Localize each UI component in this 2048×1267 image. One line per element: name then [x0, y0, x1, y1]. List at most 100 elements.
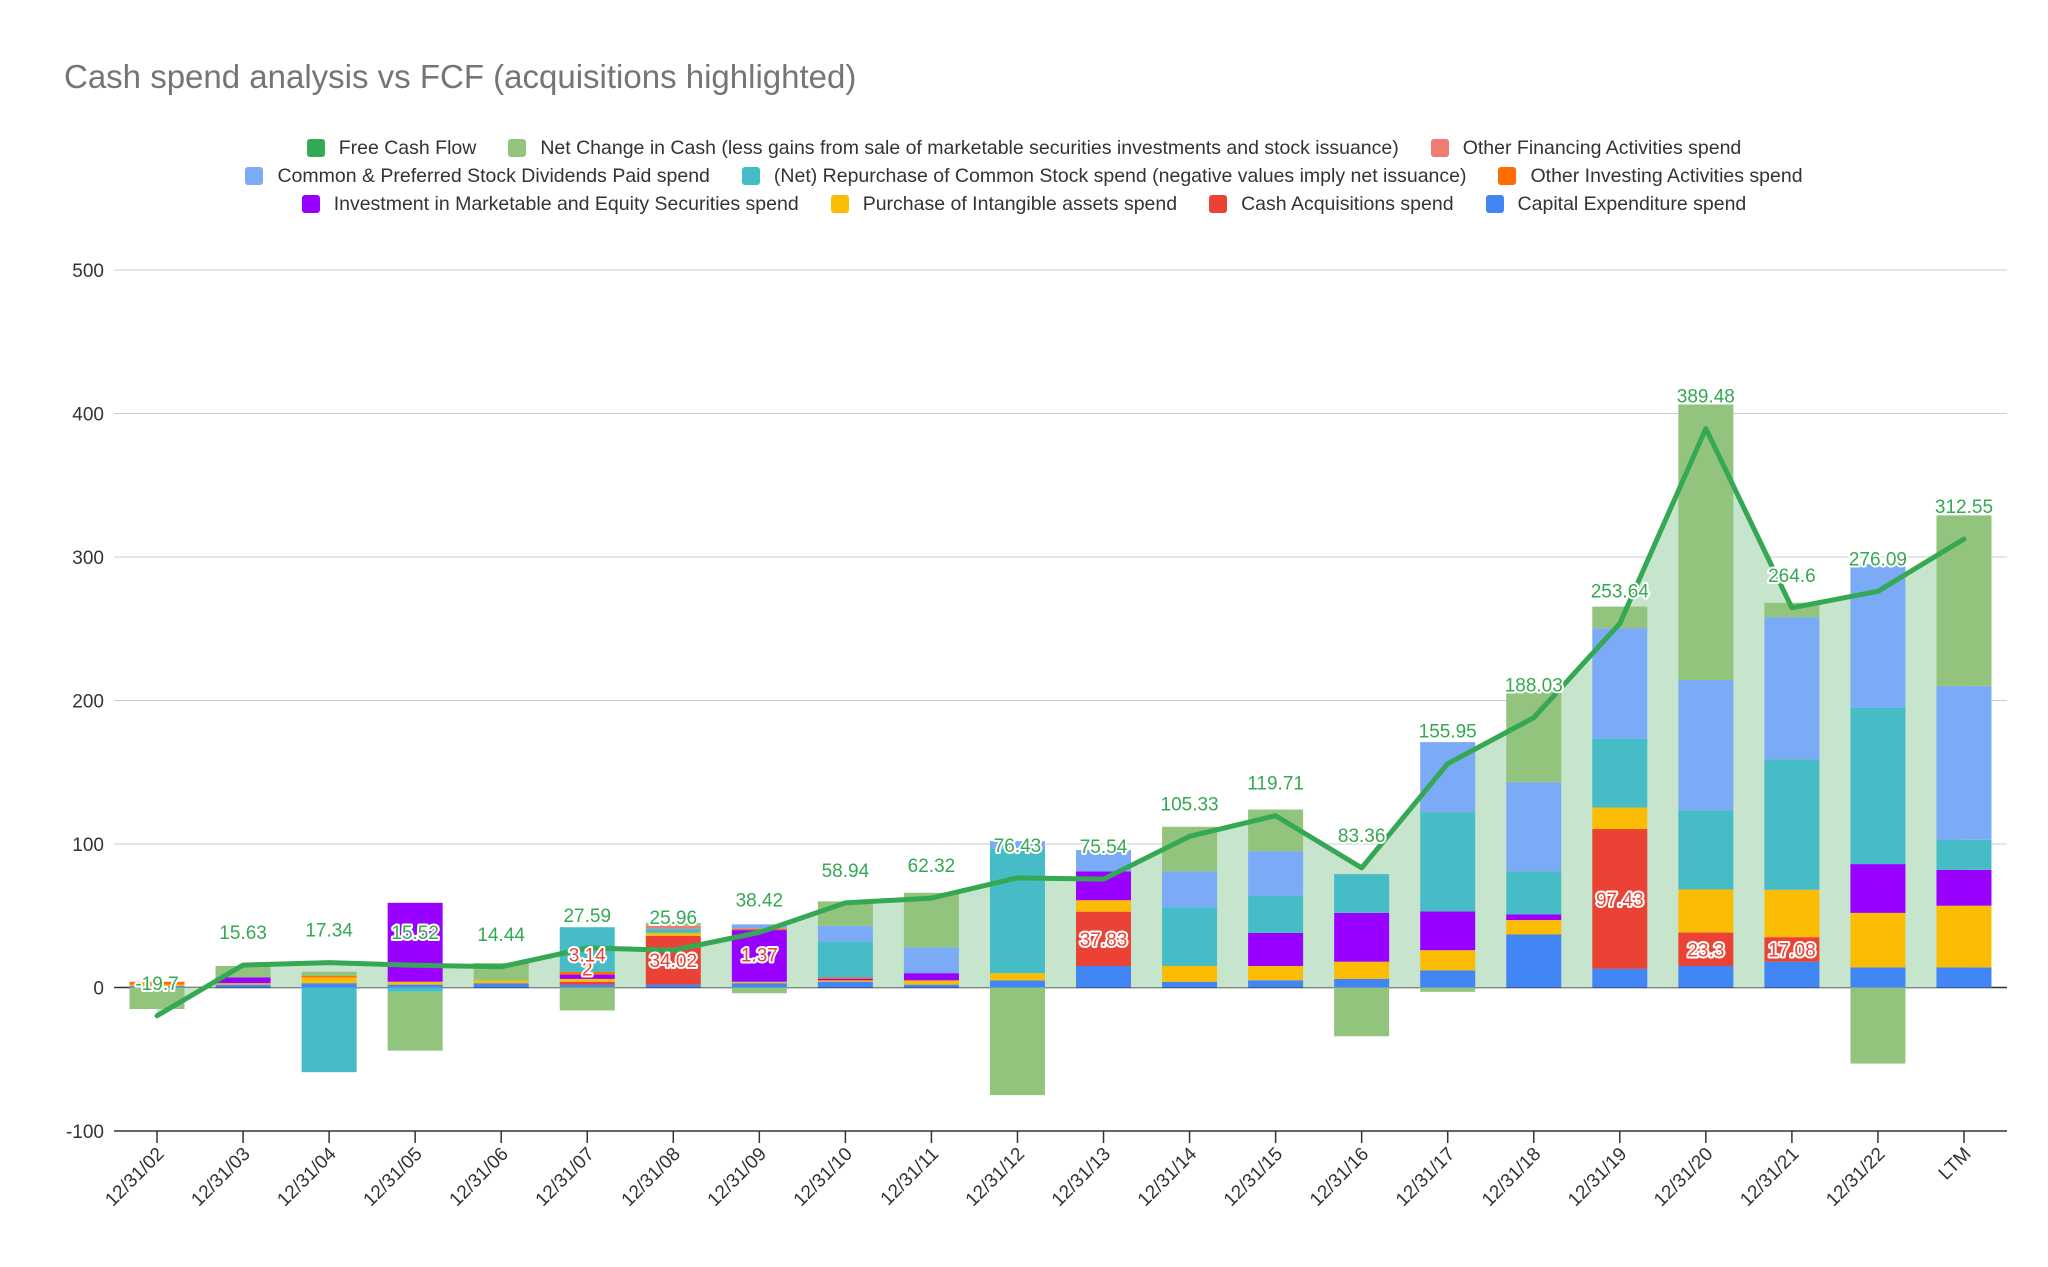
legend-row: Common & Preferred Stock Dividends Paid … — [0, 162, 2048, 190]
bar-common-preferred-stock-dividends-paid-spend — [1076, 849, 1132, 872]
bar-net-change-in-cash-less-gains-from-sale-of-marketable-securities-investments-and-stock-issuance — [1420, 987, 1476, 992]
bar-net-change-in-cash-less-gains-from-sale-of-marketable-securities-investments-and-stock-issuance — [1506, 690, 1562, 783]
fcf-data-label: 155.95 — [1419, 722, 1477, 743]
x-tick-label: 12/31/03 — [187, 1144, 254, 1211]
fcf-data-label: 276.09 — [1849, 549, 1907, 570]
bar-purchase-of-intangible-assets-spend — [903, 980, 959, 985]
bar-other-investing-activities-spend — [559, 971, 615, 975]
bar-net-change-in-cash-less-gains-from-sale-of-marketable-securities-investments-and-stock-issuance — [989, 987, 1045, 1096]
legend-row: Investment in Marketable and Equity Secu… — [0, 190, 2048, 218]
bar-capital-expenditure-spend — [129, 986, 185, 988]
bar-investment-in-marketable-and-equity-securities-spend — [817, 978, 873, 981]
bar-capital-expenditure-spend — [473, 983, 529, 988]
bar-cash-acquisitions-spend — [1592, 829, 1648, 969]
legend-label-free-cash-flow: Free Cash Flow — [338, 136, 477, 159]
bar-common-preferred-stock-dividends-paid-spend — [1162, 871, 1218, 908]
legend-item-intangible-assets[interactable]: Purchase of Intangible assets spend — [830, 192, 1178, 216]
bar-investment-in-marketable-and-equity-securities-spend — [1076, 871, 1132, 901]
bar-net-change-in-cash-less-gains-from-sale-of-marketable-securities-investments-and-stock-issuance — [1850, 987, 1906, 1064]
bar-net-repurchase-of-common-stock-spend-negative-values-imply-net-issuance — [1850, 707, 1906, 865]
legend-label-intangible-assets: Purchase of Intangible assets spend — [862, 192, 1178, 215]
fcf-data-label: 38.42 — [736, 890, 784, 911]
bar-investment-in-marketable-and-equity-securities-spend — [1420, 911, 1476, 951]
bar-net-repurchase-of-common-stock-spend-negative-values-imply-net-issuance — [1764, 759, 1820, 890]
bar-net-repurchase-of-common-stock-spend-negative-values-imply-net-issuance — [1592, 738, 1648, 808]
acquisition-data-label: 34.02 — [650, 951, 698, 972]
legend-swatch-net-change-in-cash — [508, 139, 527, 157]
fcf-data-label: 264.6 — [1768, 566, 1816, 587]
bar-purchase-of-intangible-assets-spend — [989, 973, 1045, 981]
bar-capital-expenditure-spend — [1678, 965, 1734, 988]
x-tick-label: 12/31/06 — [446, 1144, 513, 1211]
legend-item-cash-acquisitions[interactable]: Cash Acquisitions spend — [1209, 193, 1454, 216]
bar-common-preferred-stock-dividends-paid-spend — [731, 924, 787, 929]
bar-net-repurchase-of-common-stock-spend-negative-values-imply-net-issuance — [1506, 871, 1562, 915]
bar-capital-expenditure-spend — [645, 984, 701, 988]
legend-item-dividends[interactable]: Common & Preferred Stock Dividends Paid … — [245, 164, 710, 188]
bar-other-investing-activities-spend — [817, 977, 873, 979]
legend-item-net-change-in-cash[interactable]: Net Change in Cash (less gains from sale… — [508, 137, 1399, 160]
bar-common-preferred-stock-dividends-paid-spend — [1506, 782, 1562, 872]
bar-purchase-of-intangible-assets-spend — [645, 932, 701, 936]
bar-net-repurchase-of-common-stock-spend-negative-values-imply-net-issuance — [301, 987, 357, 1073]
acquisition-data-label: 2 — [582, 960, 593, 981]
fcf-data-label: 14.44 — [477, 925, 525, 946]
bar-purchase-of-intangible-assets-spend — [1506, 920, 1562, 935]
fcf-data-label: 75.54 — [1080, 837, 1128, 858]
fcf-data-label: 119.71 — [1247, 774, 1304, 795]
bar-investment-in-marketable-and-equity-securities-spend — [387, 902, 443, 982]
bar-investment-in-marketable-and-equity-securities-spend — [903, 973, 959, 981]
bar-other-investing-activities-spend — [731, 928, 787, 931]
bar-net-change-in-cash-less-gains-from-sale-of-marketable-securities-investments-and-stock-issuance — [903, 892, 959, 948]
fcf-data-label: 253.64 — [1591, 582, 1650, 603]
bar-investment-in-marketable-and-equity-securities-spend — [1936, 869, 1992, 906]
fcf-data-label: 25.96 — [650, 908, 698, 929]
bar-purchase-of-intangible-assets-spend — [1420, 950, 1476, 971]
bar-net-change-in-cash-less-gains-from-sale-of-marketable-securities-investments-and-stock-issuance — [645, 922, 701, 926]
bar-capital-expenditure-spend — [1850, 967, 1906, 988]
fcf-data-label: 312.55 — [1935, 497, 1993, 518]
fcf-data-label: 188.03 — [1505, 676, 1563, 697]
bar-capital-expenditure-spend — [387, 984, 443, 988]
bar-common-preferred-stock-dividends-paid-spend — [817, 925, 873, 942]
legend-swatch-marketable-securities — [301, 195, 320, 213]
legend-item-other-financing[interactable]: Other Financing Activities spend — [1430, 137, 1741, 160]
bar-capital-expenditure-spend — [1592, 968, 1648, 988]
legend-item-free-cash-flow[interactable]: Free Cash Flow — [306, 136, 477, 160]
legend-item-capex[interactable]: Capital Expenditure spend — [1485, 192, 1747, 216]
bar-common-preferred-stock-dividends-paid-spend — [1936, 686, 1992, 840]
acquisition-data-label: 97.43 — [1596, 890, 1644, 911]
bar-purchase-of-intangible-assets-spend — [129, 984, 185, 987]
bar-net-change-in-cash-less-gains-from-sale-of-marketable-securities-investments-and-stock-issuance — [301, 971, 357, 977]
bar-purchase-of-intangible-assets-spend — [1592, 807, 1648, 830]
bar-common-preferred-stock-dividends-paid-spend — [1850, 564, 1906, 708]
bar-investment-in-marketable-and-equity-securities-spend — [215, 977, 271, 984]
legend-label-repurchase: (Net) Repurchase of Common Stock spend (… — [773, 164, 1467, 187]
legend-label-other-investing: Other Investing Activities spend — [1530, 164, 1803, 187]
x-tick-label: 12/31/17 — [1392, 1144, 1459, 1211]
legend-swatch-free-cash-flow — [306, 139, 325, 157]
bar-capital-expenditure-spend — [1506, 934, 1562, 988]
legend-item-marketable-securities[interactable]: Investment in Marketable and Equity Secu… — [301, 193, 799, 216]
legend-item-other-investing[interactable]: Other Investing Activities spend — [1498, 164, 1803, 188]
x-tick-label: 12/31/14 — [1134, 1143, 1201, 1210]
x-tick-label: 12/31/09 — [704, 1144, 771, 1211]
bar-net-change-in-cash-less-gains-from-sale-of-marketable-securities-investments-and-stock-issuance — [387, 991, 443, 1051]
y-tick-label: 0 — [93, 979, 104, 1000]
x-tick-label: 12/31/10 — [790, 1144, 857, 1211]
x-tick-label: 12/31/11 — [877, 1144, 943, 1210]
bar-capital-expenditure-spend — [215, 984, 271, 988]
x-tick-label: 12/31/20 — [1650, 1144, 1717, 1211]
x-tick-label: 12/31/07 — [532, 1144, 599, 1211]
legend-item-repurchase[interactable]: (Net) Repurchase of Common Stock spend (… — [741, 164, 1467, 188]
fcf-data-label: -19.7 — [135, 974, 178, 995]
bar-net-repurchase-of-common-stock-spend-negative-values-imply-net-issuance — [1678, 810, 1734, 890]
legend-row: Free Cash Flow Net Change in Cash (less … — [0, 134, 2048, 162]
legend-label-capex: Capital Expenditure spend — [1517, 192, 1747, 215]
bar-net-change-in-cash-less-gains-from-sale-of-marketable-securities-investments-and-stock-issuance — [1936, 515, 1992, 687]
bar-net-change-in-cash-less-gains-from-sale-of-marketable-securities-investments-and-stock-issuance — [731, 987, 787, 994]
legend-swatch-intangible-assets — [830, 195, 849, 213]
fcf-data-label: 389.48 — [1677, 387, 1735, 408]
bar-capital-expenditure-spend — [1936, 967, 1992, 988]
legend-label-dividends: Common & Preferred Stock Dividends Paid … — [277, 164, 710, 187]
